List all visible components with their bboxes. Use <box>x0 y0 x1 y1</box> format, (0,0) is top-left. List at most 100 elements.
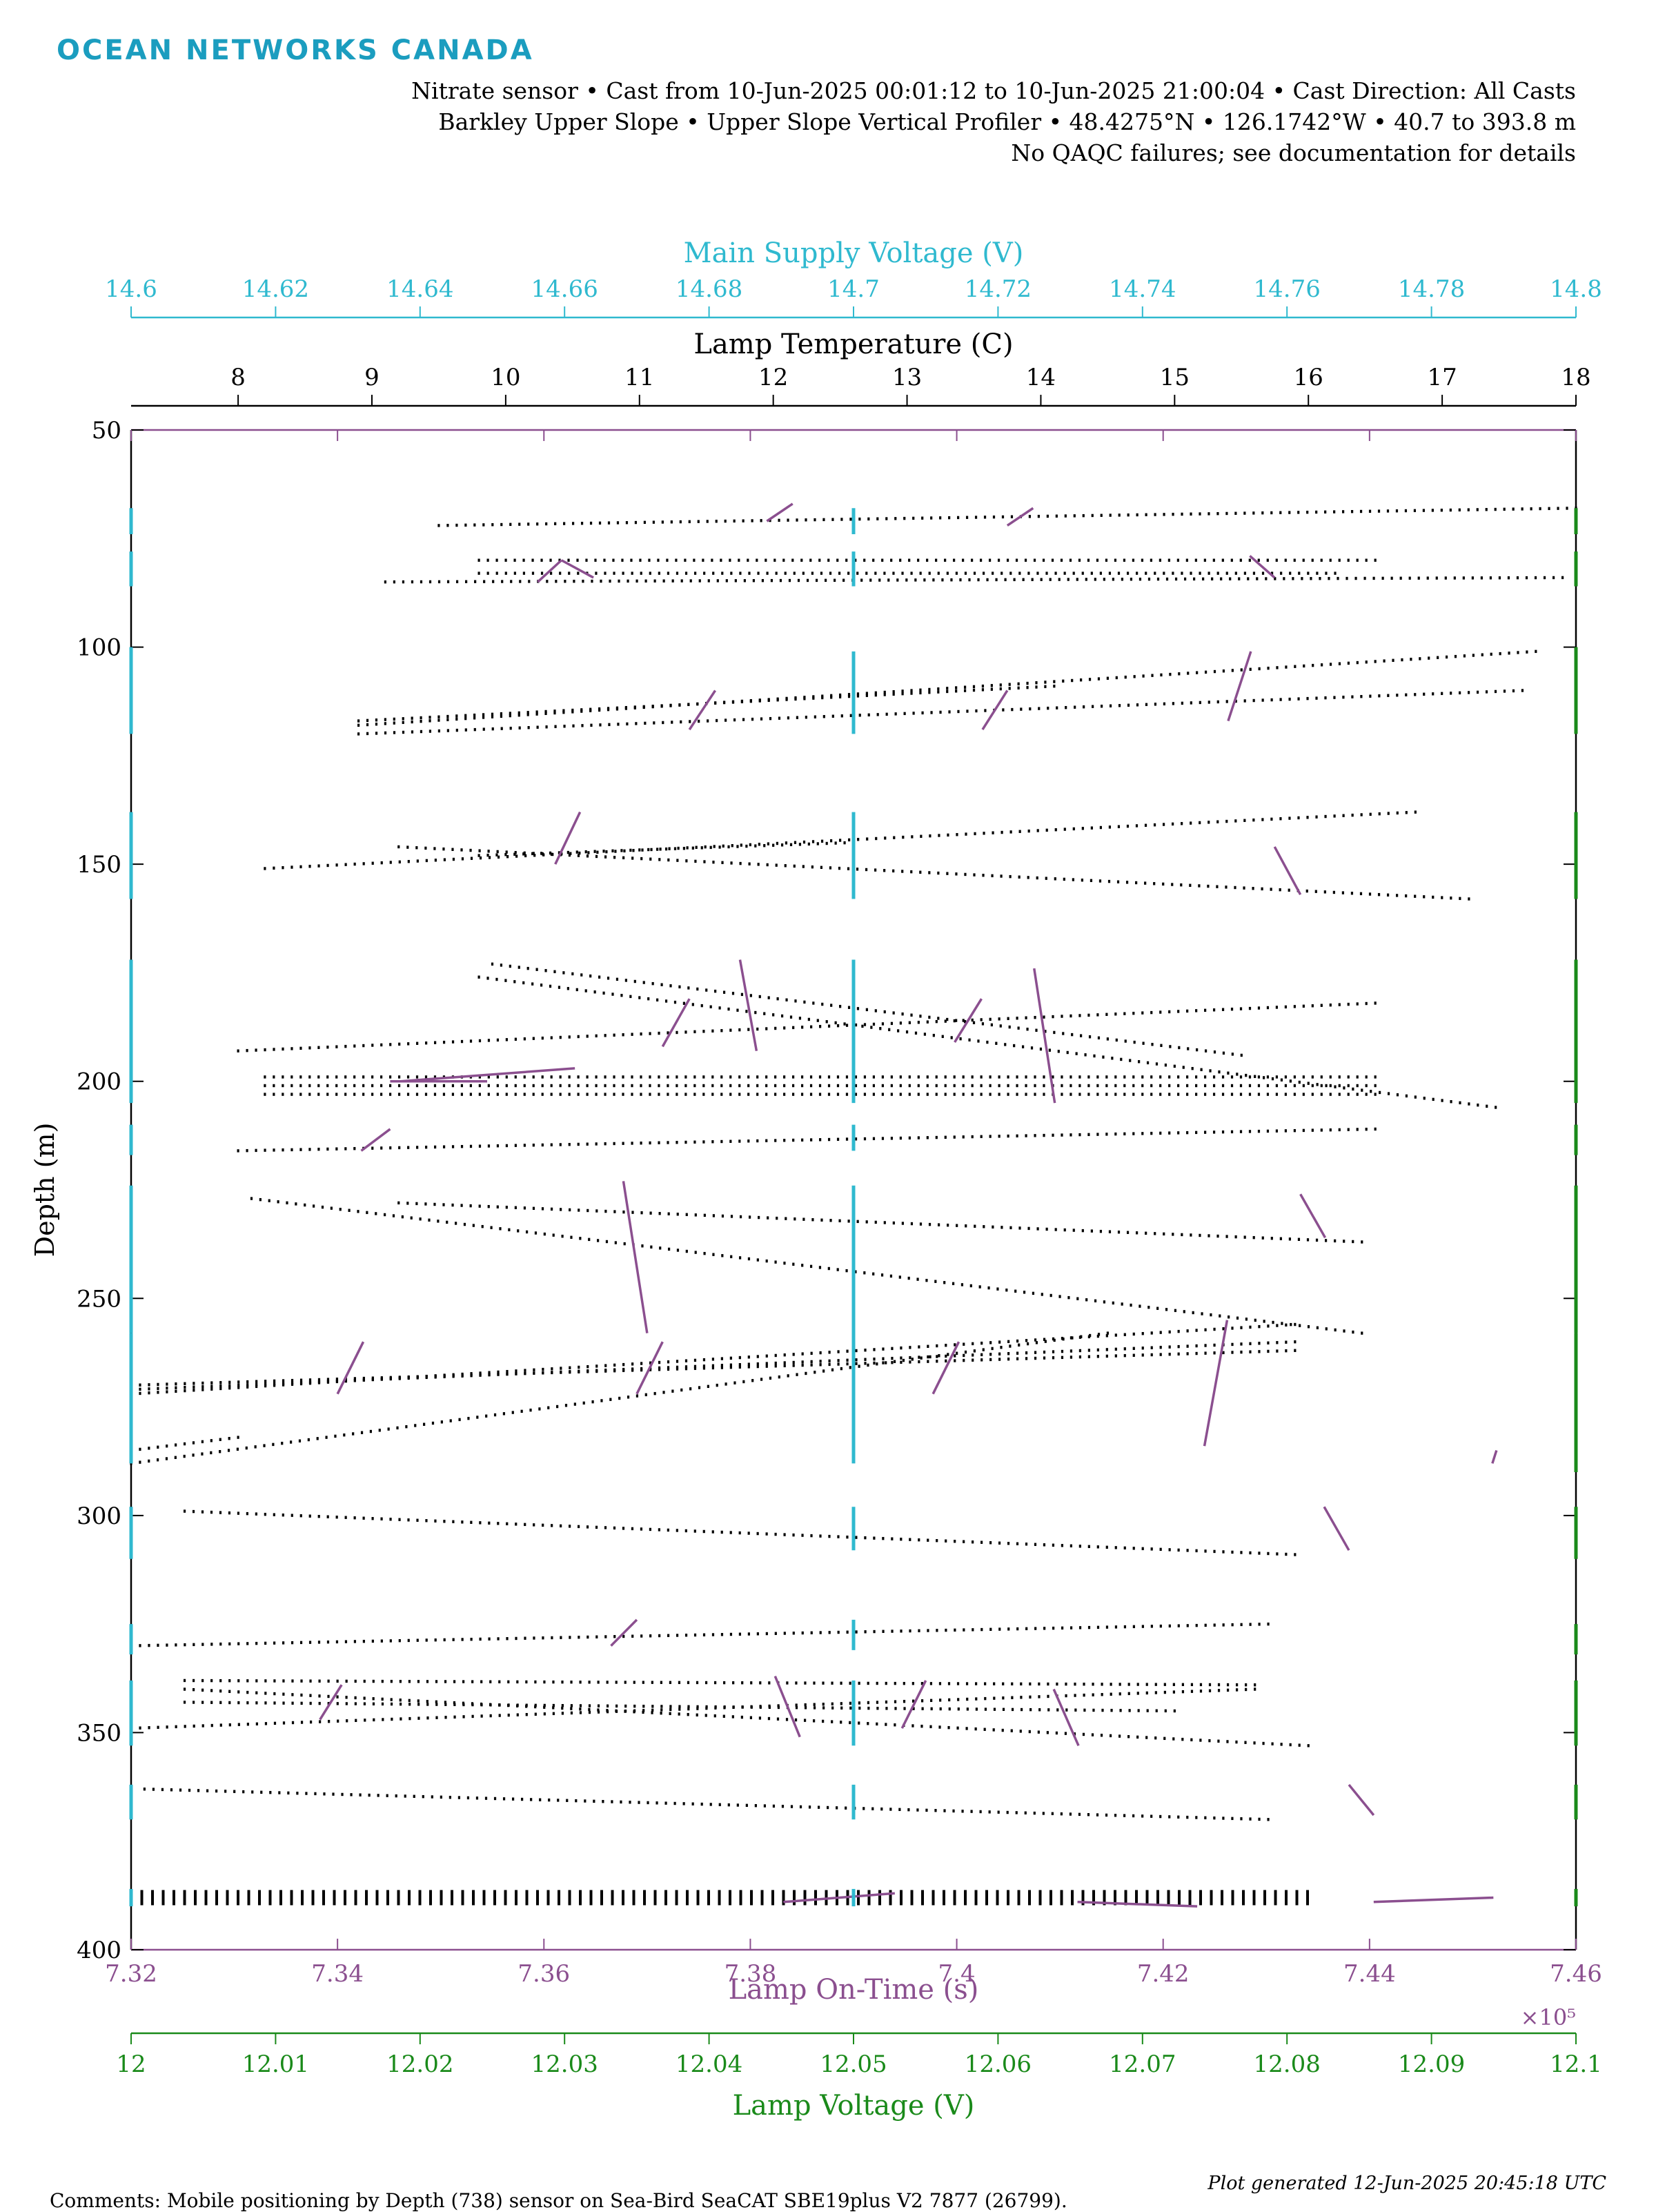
data-point <box>1285 1890 1288 1906</box>
data-point <box>504 558 507 562</box>
data-point <box>183 1454 186 1458</box>
data-point <box>846 1535 849 1539</box>
data-point <box>1078 1084 1081 1088</box>
data-point <box>290 865 293 869</box>
data-point <box>796 1373 798 1376</box>
data-point <box>1240 1326 1243 1329</box>
data-point <box>956 1224 958 1227</box>
data-point <box>228 1384 231 1387</box>
data-point <box>560 1208 562 1211</box>
data-point <box>963 685 967 689</box>
data-point <box>1468 897 1470 901</box>
lamp_on_time-tick-label: 7.46 <box>1550 1960 1602 1988</box>
data-point <box>1155 1062 1159 1066</box>
data-point <box>426 1699 428 1703</box>
data-point <box>1136 1692 1139 1695</box>
data-point <box>1303 664 1305 668</box>
data-point <box>192 1454 195 1457</box>
data-point <box>1229 577 1232 580</box>
data-point <box>1208 571 1210 575</box>
data-point <box>1013 1044 1016 1048</box>
data-point <box>393 717 395 721</box>
data-point <box>210 1723 213 1727</box>
data-point <box>1302 1004 1305 1008</box>
data-segment <box>1033 968 1056 1104</box>
data-point <box>776 698 779 702</box>
data-point <box>286 1201 288 1205</box>
data-point <box>1543 576 1546 580</box>
data-point <box>891 1629 894 1633</box>
data-point <box>525 1703 528 1707</box>
data-point <box>148 1391 150 1395</box>
data-point <box>659 1246 662 1250</box>
data-point <box>649 1032 651 1035</box>
data-point <box>522 852 525 856</box>
data-point <box>1298 1743 1301 1747</box>
data-point <box>754 1010 757 1015</box>
data-point <box>687 1705 690 1708</box>
data-point <box>687 703 690 706</box>
data-point <box>326 1378 330 1381</box>
data-point <box>464 523 467 527</box>
data-point <box>1329 1075 1332 1079</box>
data-point <box>1369 694 1372 698</box>
data-point <box>849 1681 851 1685</box>
data-point <box>1221 1084 1225 1088</box>
data-point <box>892 690 895 694</box>
data-point <box>508 1228 511 1232</box>
data-point <box>638 848 641 852</box>
data-point <box>327 1679 330 1683</box>
data-point <box>586 1208 589 1213</box>
data-point <box>444 1716 447 1719</box>
data-point <box>157 1445 159 1449</box>
data-point <box>1052 1626 1055 1630</box>
data-point <box>693 1093 696 1096</box>
data-point <box>855 1358 858 1362</box>
data-point <box>1386 509 1390 513</box>
data-point <box>1204 1351 1207 1355</box>
data-point <box>988 558 992 562</box>
data-point <box>1306 1238 1310 1242</box>
data-point <box>667 1367 670 1371</box>
data-point <box>941 578 944 582</box>
data-point <box>703 571 706 575</box>
data-point <box>1404 509 1408 513</box>
data-point <box>477 854 480 857</box>
data-point <box>595 1034 598 1038</box>
data-point <box>1032 1291 1035 1295</box>
data-point <box>920 1724 923 1728</box>
data-point <box>1204 1131 1207 1134</box>
data-point <box>650 848 653 852</box>
data-point <box>720 558 722 562</box>
data-point <box>281 1441 284 1445</box>
data-point <box>917 1021 920 1024</box>
data-point <box>1034 1356 1037 1360</box>
data-point <box>1000 1346 1003 1349</box>
data-point <box>865 1220 868 1224</box>
data-point <box>1222 669 1225 673</box>
data-point <box>633 979 636 983</box>
data-point <box>1053 684 1056 688</box>
data-point <box>1099 825 1102 830</box>
data-point <box>584 850 587 854</box>
data-point <box>540 558 543 562</box>
data-point <box>183 1509 186 1513</box>
data-point <box>564 1404 568 1407</box>
data-point <box>945 1628 947 1632</box>
data-point <box>1284 558 1287 562</box>
data-point <box>992 831 994 834</box>
data-point <box>749 994 752 997</box>
data-point <box>1342 510 1345 513</box>
data-point <box>1144 823 1147 828</box>
data-point <box>1195 1549 1198 1553</box>
data-point <box>1159 1547 1162 1552</box>
data-point <box>586 854 589 858</box>
data-point <box>937 690 940 694</box>
data-point <box>772 1804 776 1808</box>
data-point <box>1561 576 1564 580</box>
data-point <box>1261 511 1264 515</box>
data-point <box>1145 1683 1148 1686</box>
data-point <box>1274 1890 1277 1906</box>
data-point <box>1018 571 1021 575</box>
data-point <box>511 1411 514 1414</box>
